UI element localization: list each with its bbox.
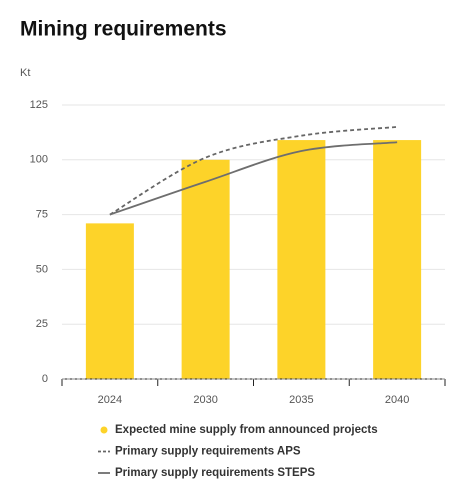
y-tick-label: 50 [36, 263, 48, 275]
bar [277, 140, 326, 379]
x-tick-label: 2024 [98, 394, 122, 406]
bar [181, 159, 230, 379]
line [109, 141, 398, 216]
y-tick-label: 100 [30, 154, 48, 166]
chart-title: Mining requirements [20, 18, 227, 41]
x-tick-label: 2030 [193, 394, 217, 406]
bar [373, 140, 422, 379]
x-tick-label: 2040 [385, 394, 409, 406]
legend-swatch [100, 426, 108, 434]
legend-label: Expected mine supply from announced proj… [115, 424, 378, 436]
y-tick-label: 0 [42, 373, 48, 385]
legend-label: Primary supply requirements STEPS [115, 467, 315, 479]
y-unit: Kt [20, 67, 30, 79]
bar [85, 223, 134, 379]
y-tick-label: 125 [30, 99, 48, 111]
legend-label: Primary supply requirements APS [115, 446, 301, 458]
y-tick-label: 25 [36, 318, 48, 330]
x-tick-label: 2035 [289, 394, 313, 406]
y-tick-label: 75 [36, 209, 48, 221]
line [109, 126, 398, 216]
